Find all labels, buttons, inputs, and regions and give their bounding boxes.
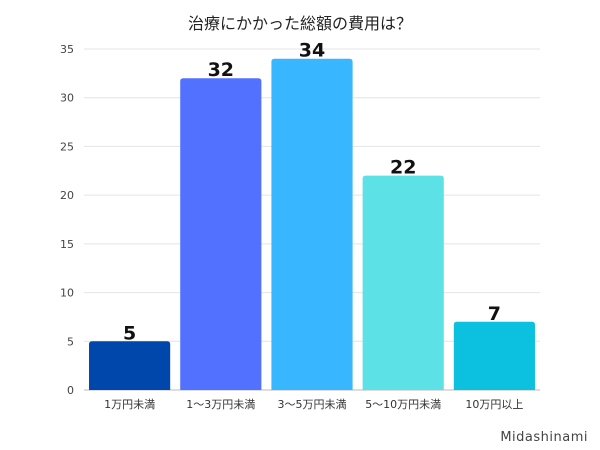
y-tick-label: 20 [60, 189, 74, 202]
bar [180, 78, 262, 390]
bar [362, 175, 444, 390]
credit-text: Midashinami [500, 430, 588, 445]
y-tick-label: 35 [60, 43, 74, 56]
data-label: 34 [299, 40, 325, 62]
data-label: 5 [123, 322, 136, 344]
x-tick-label: 3〜5万円未満 [278, 398, 347, 411]
data-label: 22 [390, 157, 416, 179]
data-label: 32 [208, 59, 234, 81]
bar [271, 58, 353, 390]
x-tick-label: 1万円未満 [104, 398, 155, 411]
chart-title: 治療にかかった総額の費用は？ [187, 14, 412, 33]
data-label: 7 [488, 303, 501, 325]
y-tick-label: 25 [60, 140, 74, 153]
y-tick-label: 5 [67, 335, 74, 348]
y-tick-label: 15 [60, 238, 74, 251]
y-tick-label: 30 [60, 92, 74, 105]
bar [453, 321, 535, 390]
bar [89, 341, 171, 390]
x-tick-label: 10万円以上 [465, 398, 523, 411]
y-tick-label: 0 [67, 384, 74, 397]
y-tick-label: 10 [60, 287, 74, 300]
x-tick-label: 5〜10万円未満 [365, 398, 441, 411]
x-tick-label: 1〜3万円未満 [186, 398, 255, 411]
